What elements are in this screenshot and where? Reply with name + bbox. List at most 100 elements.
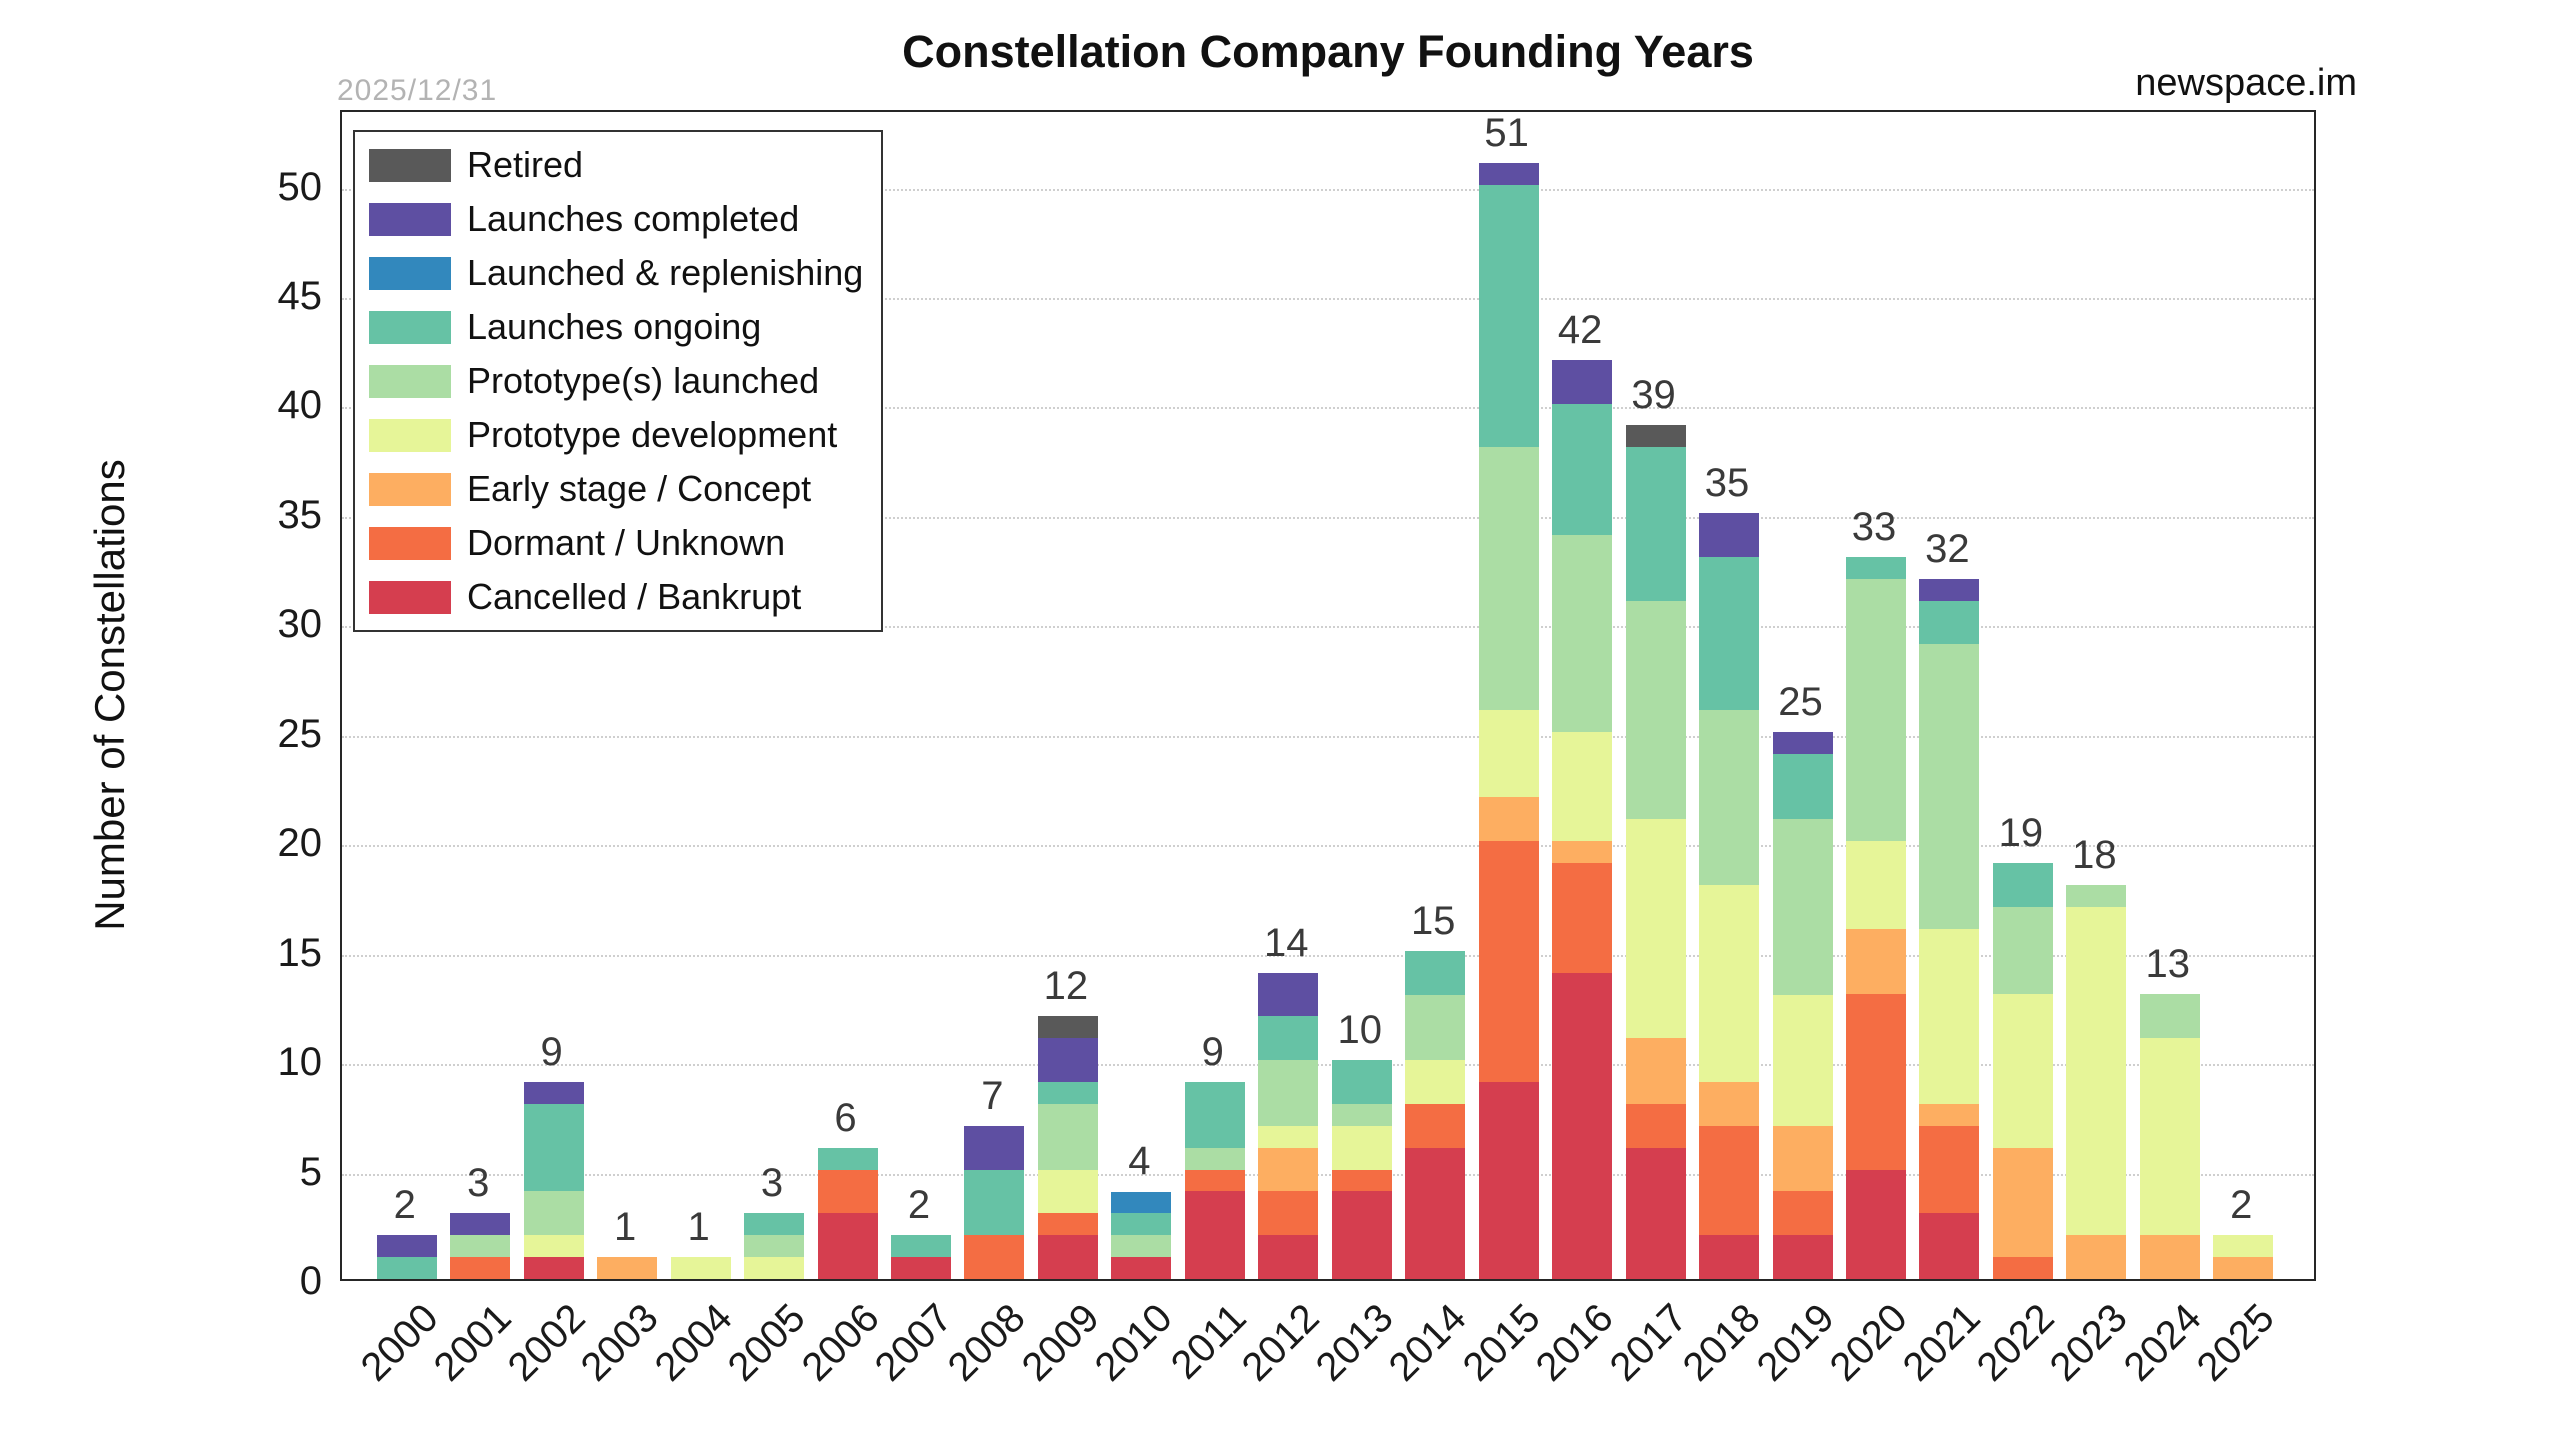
x-tick-label-2020: 2020 [1821, 1295, 1916, 1390]
bar-total-label-2008: 7 [981, 1073, 1004, 1118]
bar-segment-2023-early-stage-concept [2066, 1235, 2127, 1279]
legend-label: Launched & replenishing [467, 252, 864, 293]
bar-segment-2016-launches-ongoing [1552, 403, 1613, 535]
bar-segment-2011-cancelled-bankrupt [1184, 1191, 1245, 1279]
legend-swatch-icon [369, 148, 451, 182]
bar-segment-2013-cancelled-bankrupt [1331, 1191, 1392, 1279]
gridline-y-15 [342, 954, 2314, 957]
x-tick-label-2022: 2022 [1968, 1295, 2063, 1390]
x-tick-label-2017: 2017 [1601, 1295, 1696, 1390]
y-tick-label-35: 35 [277, 492, 323, 537]
x-tick-label-2019: 2019 [1748, 1295, 1843, 1390]
x-tick-label-2021: 2021 [1895, 1295, 1990, 1390]
bar-total-label-2014: 15 [1410, 898, 1456, 943]
bar-2010 [1111, 1191, 1172, 1279]
bar-segment-2019-launches-ongoing [1772, 753, 1833, 820]
bar-segment-2000-launches-ongoing [376, 1257, 437, 1279]
bar-total-label-2023: 18 [2072, 833, 2117, 878]
bar-segment-2010-prototype-s-launched [1111, 1235, 1172, 1258]
x-tick-label-2011: 2011 [1162, 1295, 1255, 1388]
bar-2009 [1037, 1016, 1098, 1279]
plot-area [340, 110, 2316, 1281]
bar-segment-2025-early-stage-concept [2213, 1257, 2274, 1279]
y-tick-label-25: 25 [277, 711, 323, 756]
y-tick-label-5: 5 [299, 1149, 322, 1194]
bar-segment-2017-cancelled-bankrupt [1625, 1147, 1686, 1279]
bar-segment-2015-early-stage-concept [1478, 797, 1539, 842]
bar-segment-2010-launched-replenishing [1111, 1191, 1172, 1214]
legend-swatch-icon [369, 364, 451, 398]
bar-segment-2012-dormant-unknown [1258, 1191, 1319, 1236]
legend-swatch-icon [369, 580, 451, 614]
bar-segment-2017-early-stage-concept [1625, 1038, 1686, 1104]
bar-segment-2017-launches-ongoing [1625, 447, 1686, 601]
bar-segment-2006-cancelled-bankrupt [817, 1213, 878, 1279]
legend-item-prototype-development: Prototype development [369, 414, 863, 456]
bar-segment-2014-prototype-s-launched [1405, 994, 1466, 1061]
legend-item-dormant-unknown: Dormant / Unknown [369, 522, 863, 564]
bar-segment-2016-prototype-s-launched [1552, 534, 1613, 732]
bar-2008 [964, 1125, 1025, 1279]
bar-segment-2008-launches-ongoing [964, 1169, 1025, 1236]
y-tick-label-0: 0 [299, 1259, 322, 1303]
bar-total-label-2013: 10 [1337, 1008, 1382, 1053]
y-axis-title: Number of Constellations [86, 459, 133, 931]
y-tick-label-40: 40 [277, 383, 323, 428]
bar-2023 [2066, 885, 2127, 1279]
legend-label: Launches completed [467, 198, 800, 239]
bar-total-label-2016: 42 [1557, 307, 1603, 352]
bar-2004 [670, 1257, 731, 1279]
bar-segment-2021-prototype-s-launched [1919, 644, 1980, 929]
bar-2014 [1405, 950, 1466, 1279]
bar-segment-2009-prototype-development [1037, 1169, 1098, 1214]
bar-total-label-2017: 39 [1631, 373, 1676, 418]
x-tick-label-2004: 2004 [646, 1295, 741, 1390]
bar-total-label-2019: 25 [1778, 679, 1823, 724]
bar-segment-2001-dormant-unknown [450, 1257, 511, 1279]
bar-segment-2019-prototype-development [1772, 994, 1833, 1126]
bar-total-label-2007: 2 [907, 1183, 931, 1228]
bar-segment-2015-prototype-s-launched [1478, 447, 1539, 710]
bar-segment-2024-prototype-s-launched [2139, 994, 2200, 1039]
bar-segment-2021-prototype-development [1919, 928, 1980, 1104]
bar-2012 [1258, 972, 1319, 1279]
bar-segment-2017-prototype-s-launched [1625, 600, 1686, 820]
bar-segment-2020-cancelled-bankrupt [1845, 1169, 1906, 1279]
bar-segment-2008-dormant-unknown [964, 1235, 1025, 1279]
gridline-y-45 [342, 298, 2314, 301]
bar-segment-2018-launches-completed [1699, 512, 1760, 557]
gridline-y-40 [342, 407, 2314, 410]
bar-segment-2005-prototype-development [744, 1257, 805, 1279]
legend-swatch-icon [369, 310, 451, 344]
x-tick-label-2010: 2010 [1087, 1295, 1182, 1390]
bar-segment-2019-prototype-s-launched [1772, 819, 1833, 995]
gridline-y-35 [342, 516, 2314, 519]
x-tick-label-2016: 2016 [1527, 1295, 1622, 1390]
bar-segment-2015-prototype-development [1478, 709, 1539, 798]
x-tick-label-2025: 2025 [2188, 1295, 2283, 1390]
bar-2003 [597, 1257, 658, 1279]
bar-segment-2022-prototype-s-launched [1992, 906, 2053, 995]
bar-segment-2002-prototype-development [523, 1235, 584, 1258]
bar-segment-2001-prototype-s-launched [450, 1235, 511, 1258]
bar-segment-2013-prototype-development [1331, 1125, 1392, 1170]
legend-item-cancelled-bankrupt: Cancelled / Bankrupt [369, 576, 863, 618]
y-tick-label-15: 15 [277, 930, 323, 975]
legend-label: Prototype(s) launched [467, 360, 820, 401]
bar-segment-2016-early-stage-concept [1552, 841, 1613, 864]
data-date-note: 2025/12/31 [337, 74, 498, 107]
bar-segment-2015-cancelled-bankrupt [1478, 1082, 1539, 1279]
bar-segment-2022-early-stage-concept [1992, 1147, 2053, 1258]
bar-segment-2024-early-stage-concept [2139, 1235, 2200, 1279]
legend-label: Retired [467, 144, 584, 185]
x-tick-label-2002: 2002 [499, 1295, 594, 1390]
legend-swatch-icon [369, 472, 451, 506]
bar-2025 [2213, 1235, 2274, 1279]
bar-total-label-2024: 13 [2145, 942, 2191, 987]
bar-2020 [1845, 556, 1906, 1279]
bar-segment-2013-launches-ongoing [1331, 1060, 1392, 1104]
bar-segment-2017-dormant-unknown [1625, 1103, 1686, 1148]
bar-segment-2020-prototype-development [1845, 841, 1906, 929]
bar-segment-2015-launches-ongoing [1478, 184, 1539, 448]
bar-segment-2009-launches-completed [1037, 1038, 1098, 1083]
